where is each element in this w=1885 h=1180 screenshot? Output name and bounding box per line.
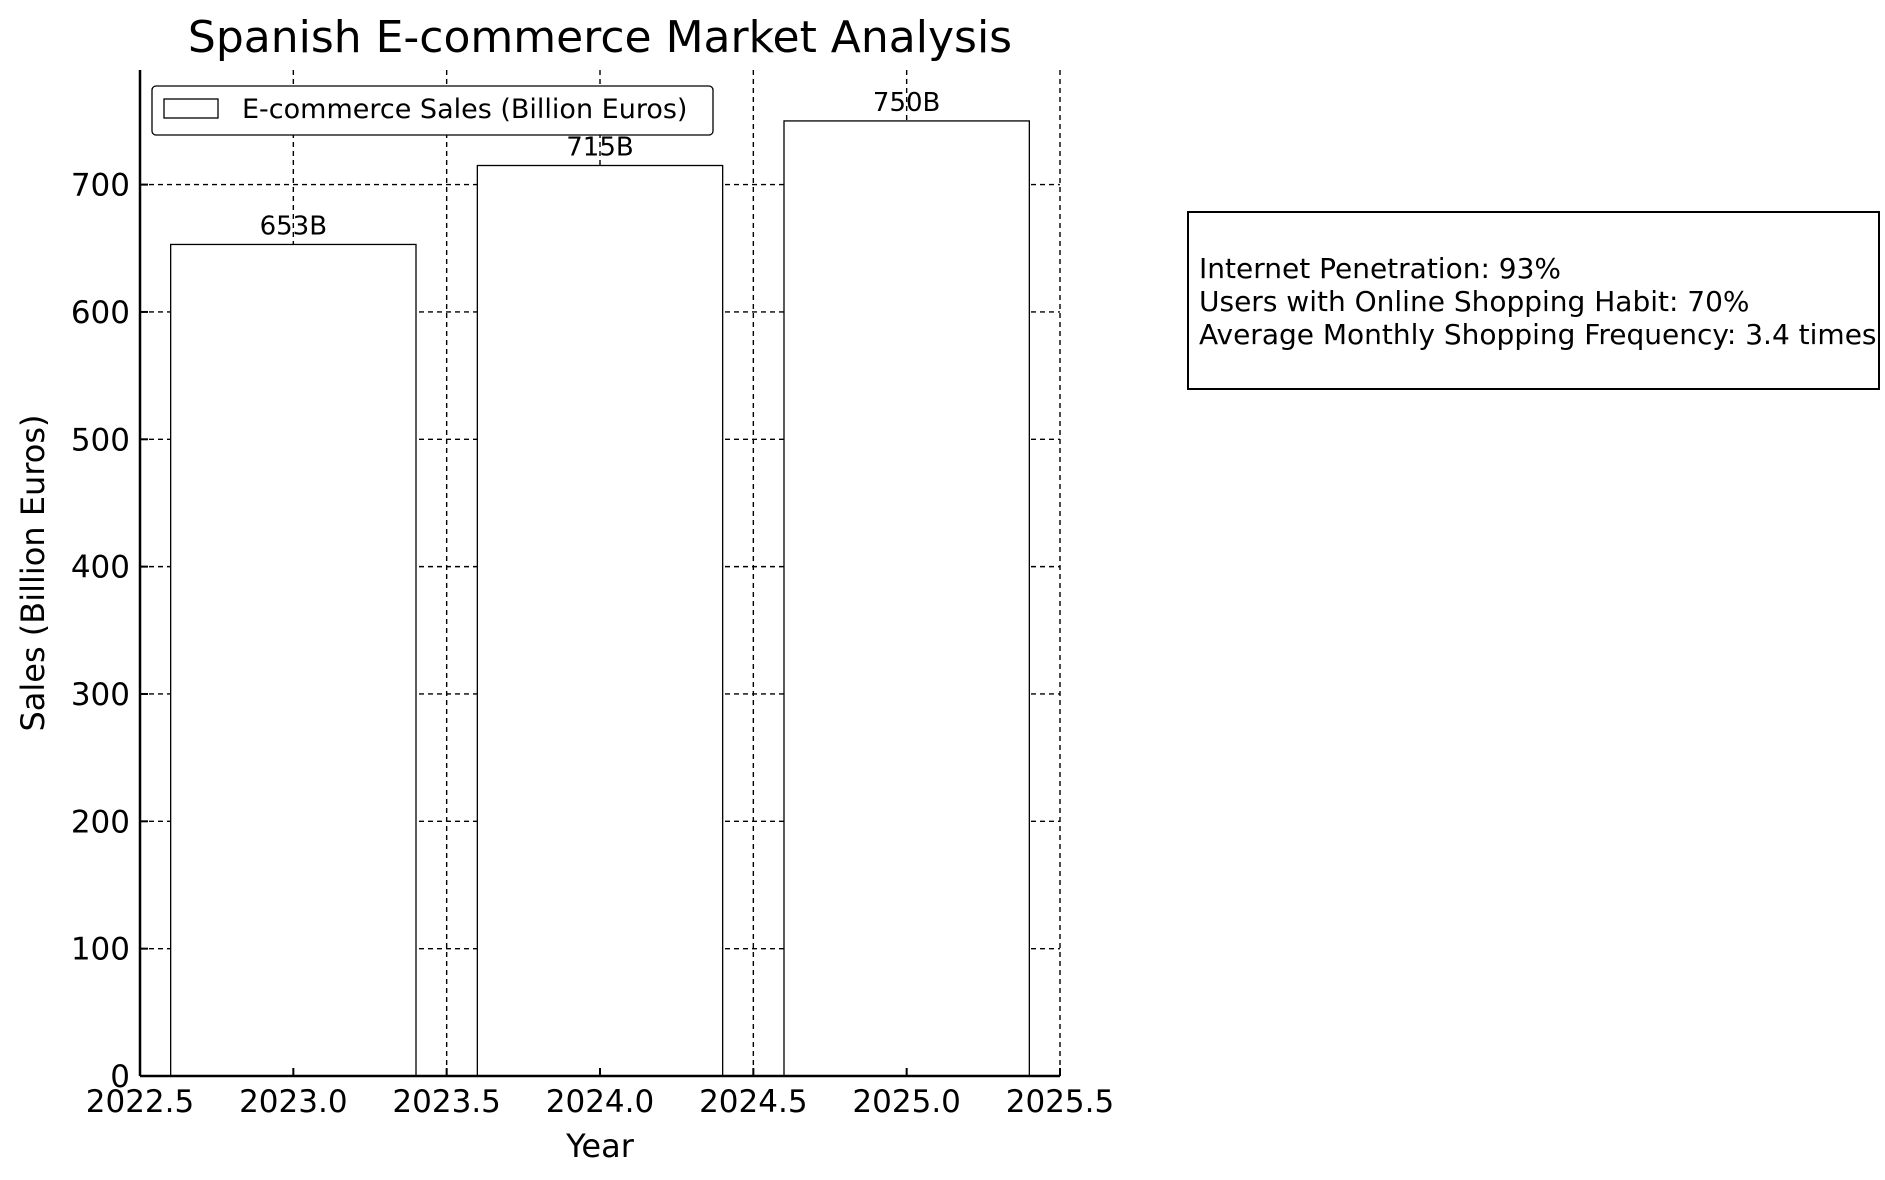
- bars: [170, 120, 1030, 1077]
- y-tick-label-5: 500: [71, 422, 130, 458]
- legend-entry: E-commerce Sales (Billion Euros): [242, 94, 687, 125]
- x-tick-label-5: 2025.0: [852, 1084, 960, 1120]
- bar-2025: [783, 120, 1030, 1077]
- ticks: 2022.5 2023.0 2023.5 2024.0 2024.5 2025.0 2025…: [71, 168, 1114, 1120]
- y-axis-label: Sales (Billion Euros): [14, 414, 52, 731]
- x-tick-label-3: 2024.0: [546, 1084, 654, 1120]
- y-tick-label-6: 600: [71, 295, 130, 331]
- x-tick-label-6: 2025.5: [1006, 1084, 1114, 1120]
- y-tick-label-0: 0: [110, 1059, 130, 1095]
- data-labels: 653B 715B 750B: [260, 88, 941, 242]
- y-tick-label-7: 700: [71, 168, 130, 204]
- x-tick-label-0: 2022.5: [86, 1084, 194, 1120]
- y-tick-label-2: 200: [71, 804, 130, 840]
- y-tick-label-4: 400: [71, 550, 130, 586]
- data-label-2023: 653B: [260, 211, 327, 241]
- info-line-internet-penetration: Internet Penetration: 93%: [1199, 252, 1562, 285]
- x-tick-label-4: 2024.5: [699, 1084, 807, 1120]
- bar-2024: [476, 164, 724, 1077]
- data-label-2025: 750B: [873, 88, 940, 118]
- x-tick-label-2: 2023.5: [392, 1084, 500, 1120]
- data-label-2024: 715B: [566, 133, 633, 163]
- info-line-shopping-frequency: Average Monthly Shopping Frequency: 3.4 …: [1199, 318, 1877, 351]
- bar-2023: [170, 243, 417, 1077]
- x-tick-label-1: 2023.0: [239, 1084, 347, 1120]
- x-axis-label: Year: [565, 1127, 635, 1165]
- info-line-online-shopping-habit: Users with Online Shopping Habit: 70%: [1199, 285, 1750, 318]
- y-tick-label-3: 300: [71, 677, 130, 713]
- legend-frame: [151, 85, 714, 136]
- chart-title: Spanish E-commerce Market Analysis: [188, 12, 1012, 63]
- legend: E-commerce Sales (Billion Euros): [151, 85, 714, 136]
- y-tick-label-1: 100: [71, 932, 130, 968]
- legend-swatch: [163, 98, 219, 119]
- info-box: Internet Penetration: 93% Users with Onl…: [1187, 211, 1880, 390]
